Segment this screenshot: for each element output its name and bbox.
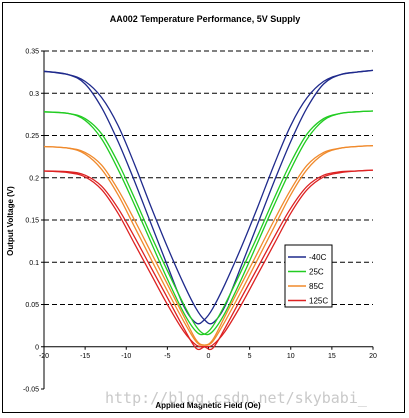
y-axis-label: Output Voltage (V) [6,186,15,256]
x-tick-label: 0 [207,353,211,360]
y-tick-label: 0.25 [25,133,39,140]
series-line--40C-up [43,69,374,325]
series-line-85C-up [43,144,374,346]
legend-label: -40C [309,253,327,262]
y-tick-label: 0.15 [25,218,39,225]
x-tick-label: -15 [80,353,90,360]
series-line-25C-up [43,110,374,336]
series-line-85C-down [43,144,374,346]
watermark: http://blog.csdn.net/skybabi_ [105,389,368,407]
legend: -40C 25C 85C 125C [284,244,333,308]
x-tick-label: -20 [39,353,49,360]
series-line-125C-up [43,169,374,351]
x-tick-label: -5 [164,353,170,360]
x-tick-label: 15 [328,353,336,360]
series-line--40C-down [43,69,374,325]
y-tick-label: 0 [35,344,39,351]
x-tick-label: 20 [369,353,377,360]
legend-label: 85C [309,282,324,291]
series-line-125C-down [43,169,374,351]
y-tick-label: 0.05 [25,302,39,309]
x-tick-label: 5 [248,353,252,360]
series-line-25C-down [43,110,374,336]
x-axis-label: Applied Magnetic Field (Oe) [155,401,261,410]
legend-label: 125C [309,297,328,306]
legend-label: 25C [309,268,324,277]
y-tick-label: 0.2 [29,175,39,182]
chart-title: AA002 Temperature Performance, 5V Supply [110,14,300,24]
x-tick-label: 10 [287,353,295,360]
y-tick-label: 0.1 [29,260,39,267]
y-tick-label: 0.3 [29,91,39,98]
legend-box [284,244,333,308]
y-tick-label: -0.05 [23,387,39,394]
axes: -0.05 0 0.05 0.1 0.15 0.2 0.25 0.3 0.35 -20 -15 -10… [23,49,377,394]
series-group [43,69,374,351]
y-tick-label: 0.35 [25,49,39,56]
x-tick-label: -10 [121,353,131,360]
